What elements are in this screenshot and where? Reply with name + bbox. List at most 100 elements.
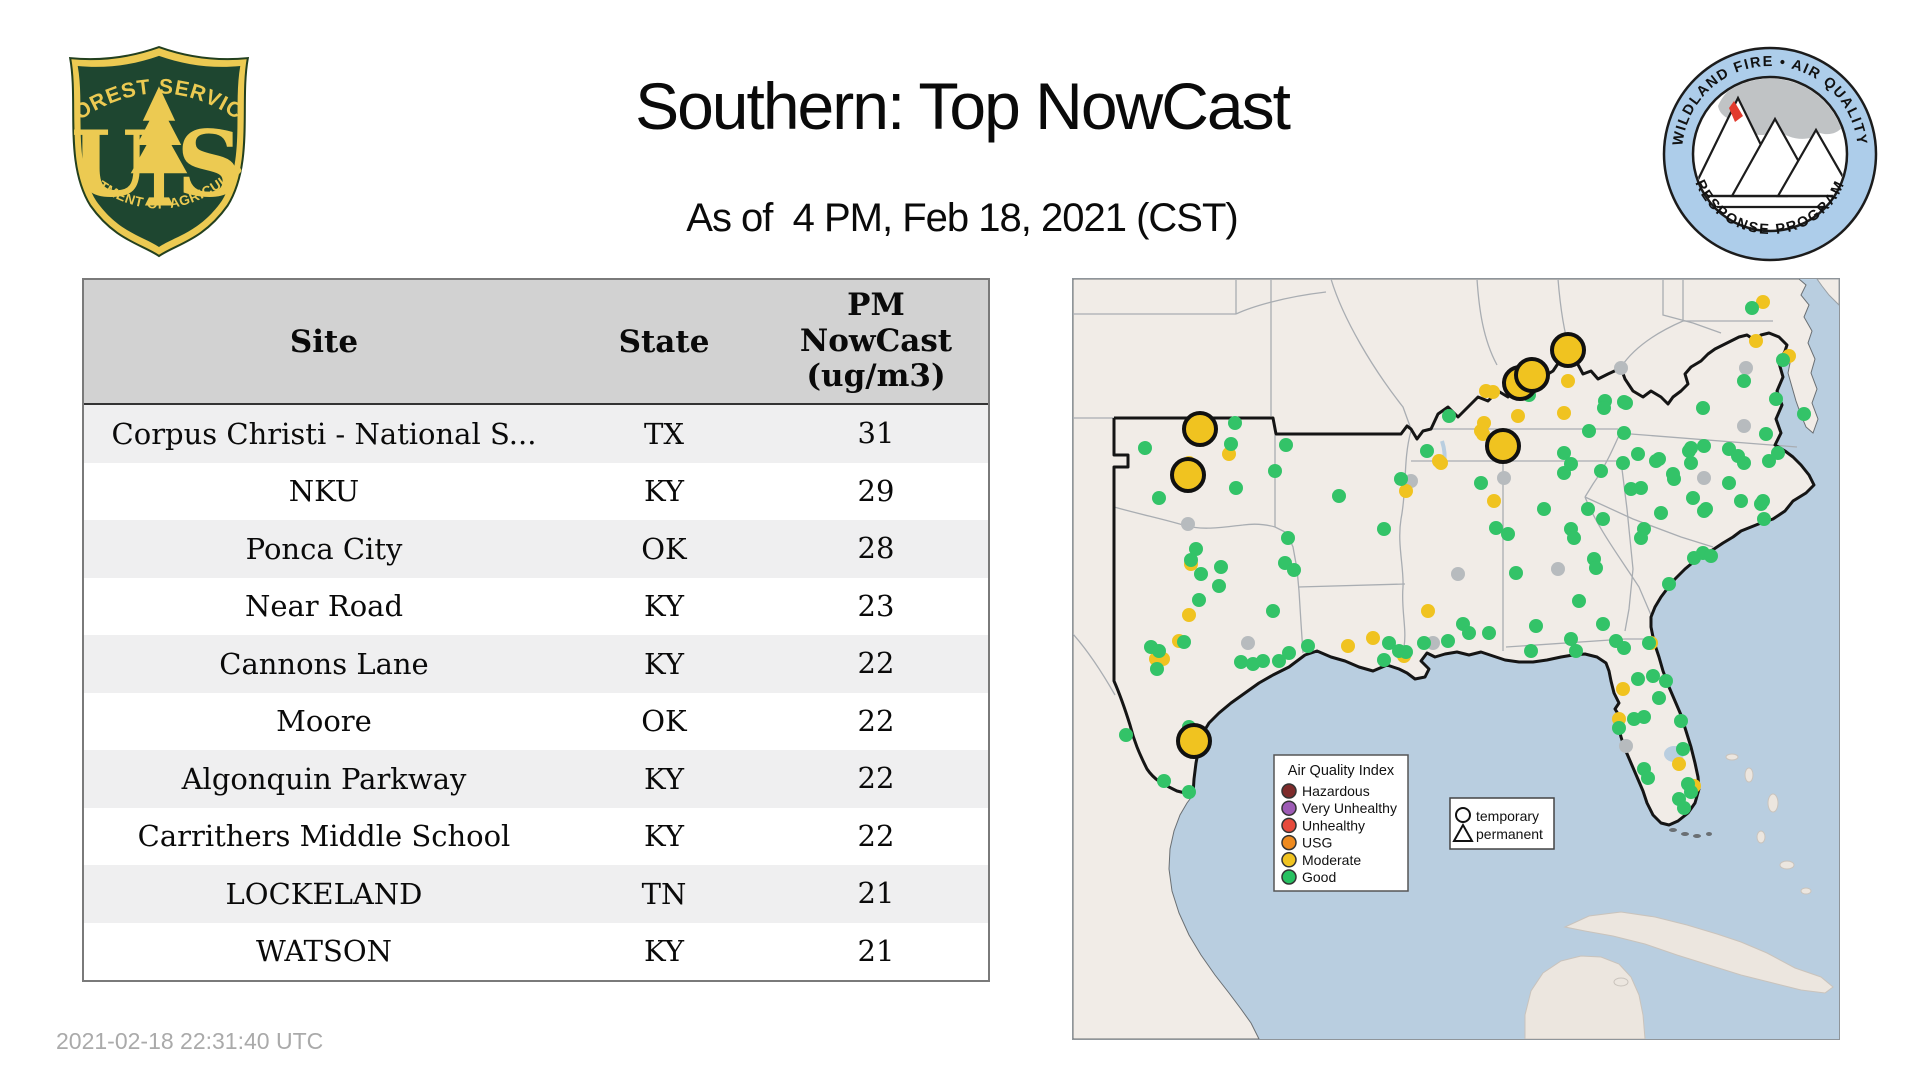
monitor-dot (1619, 739, 1633, 753)
monitor-dot (1666, 467, 1680, 481)
florida-keys (1669, 828, 1712, 838)
monitor-dot (1476, 427, 1490, 441)
monitor-dot (1442, 409, 1456, 423)
island (1613, 977, 1629, 987)
monitor-dot (1734, 494, 1748, 508)
monitor-dot (1616, 682, 1630, 696)
page-subtitle: As of 4 PM, Feb 18, 2021 (CST) (686, 196, 1238, 240)
monitor-dot (1486, 385, 1500, 399)
monitor-dot (1771, 446, 1785, 460)
monitor-dot (1551, 562, 1565, 576)
temporary-monitor-circle (1182, 411, 1218, 447)
monitor-map: Air Quality Index Hazardous Very Unhealth… (1072, 278, 1840, 1040)
monitor-dot (1756, 295, 1770, 309)
monitor-dot (1754, 497, 1768, 511)
cell-state: TN (641, 876, 687, 911)
monitor-dot (1394, 472, 1408, 486)
cell-state: TX (644, 416, 684, 451)
monitor-dot (1582, 424, 1596, 438)
monitor-dot (1287, 563, 1301, 577)
monitor-dot (1212, 579, 1226, 593)
monitor-dot (1399, 645, 1413, 659)
column-header-state: State (618, 323, 710, 360)
monitor-dot (1399, 484, 1413, 498)
monitor-dot (1704, 549, 1718, 563)
cell-site: WATSON (255, 934, 393, 969)
legend-item-label: USG (1302, 835, 1332, 851)
monitor-dot (1722, 476, 1736, 490)
monitor-dot (1150, 662, 1164, 676)
monitor-dot (1377, 653, 1391, 667)
cell-value: 29 (857, 473, 895, 508)
monitor-dot (1382, 636, 1396, 650)
mountains-icon (1694, 95, 1846, 198)
monitor-dot (1619, 396, 1633, 410)
monitor-dot (1581, 502, 1595, 516)
cell-value: 28 (857, 531, 895, 566)
monitor-dot (1421, 604, 1435, 618)
legend-swatch-icon (1281, 834, 1297, 851)
legend-item-label: Unhealthy (1302, 817, 1365, 833)
monitor-dot (1697, 471, 1711, 485)
table-row: Algonquin Parkway KY 22 (84, 750, 988, 808)
cell-site: Algonquin Parkway (181, 761, 467, 796)
monitor-dot (1641, 771, 1655, 785)
monitor-dot (1119, 728, 1133, 742)
usfs-monogram-s: S (177, 111, 243, 217)
monitor-dot (1529, 619, 1543, 633)
monitor-dot (1241, 636, 1255, 650)
column-header-site: Site (289, 323, 359, 360)
monitor-dot (1776, 353, 1790, 367)
monitor-dot (1597, 401, 1611, 415)
cell-site: Ponca City (245, 531, 403, 566)
table-row: Cannons Lane KY 22 (84, 635, 988, 693)
monitor-dot (1697, 439, 1711, 453)
temporary-marker-icon (1455, 807, 1471, 823)
monitor-dot (1511, 409, 1525, 423)
wfaqrp-logo: WILDLAND FIRE • AIR QUALITY RESPONSE PRO… (1660, 44, 1880, 269)
table-row: Corpus Christi - National S... TX 31 (84, 405, 988, 463)
cell-state: OK (641, 704, 687, 739)
monitor-dot (1366, 631, 1380, 645)
table-row: Carrithers Middle School KY 22 (84, 807, 988, 865)
cell-value: 23 (857, 588, 895, 623)
cell-state: KY (643, 761, 685, 796)
cell-site: LOCKELAND (225, 876, 423, 911)
temporary-monitor-circle (1485, 428, 1521, 464)
monitor-dot (1617, 641, 1631, 655)
legend-item-label: Moderate (1302, 852, 1361, 868)
monitor-dot (1432, 454, 1446, 468)
monitor-dot (1612, 721, 1626, 735)
cell-state: KY (643, 819, 685, 854)
monitor-dot (1266, 604, 1280, 618)
bahamas-islands (1725, 753, 1812, 895)
monitor-dot (1228, 416, 1242, 430)
monitor-dot (1341, 639, 1355, 653)
monitor-dot (1441, 634, 1455, 648)
cell-site: Moore (276, 704, 372, 739)
monitor-dot (1769, 392, 1783, 406)
monitor-dots (1119, 295, 1811, 815)
temporary-monitor-markers (1170, 332, 1586, 759)
monitor-dot (1377, 522, 1391, 536)
temporary-monitor-circle (1176, 723, 1212, 759)
monitor-dot (1652, 691, 1666, 705)
monitor-dot (1572, 594, 1586, 608)
monitor-dot (1417, 636, 1431, 650)
table-row: Ponca City OK 28 (84, 520, 988, 578)
monitor-dot (1487, 494, 1501, 508)
monitor-dot (1152, 491, 1166, 505)
monitor-dot (1686, 491, 1700, 505)
cell-value: 22 (857, 703, 895, 738)
cell-site: Corpus Christi - National S... (111, 416, 537, 451)
monitor-dot (1617, 426, 1631, 440)
monitor-dot (1649, 454, 1663, 468)
legend-swatch-icon (1281, 817, 1297, 834)
aqi-legend-title: Air Quality Index (1288, 763, 1395, 779)
table-row: Near Road KY 23 (84, 577, 988, 635)
monitor-dot (1489, 521, 1503, 535)
northeast-corner-land (1816, 278, 1840, 307)
